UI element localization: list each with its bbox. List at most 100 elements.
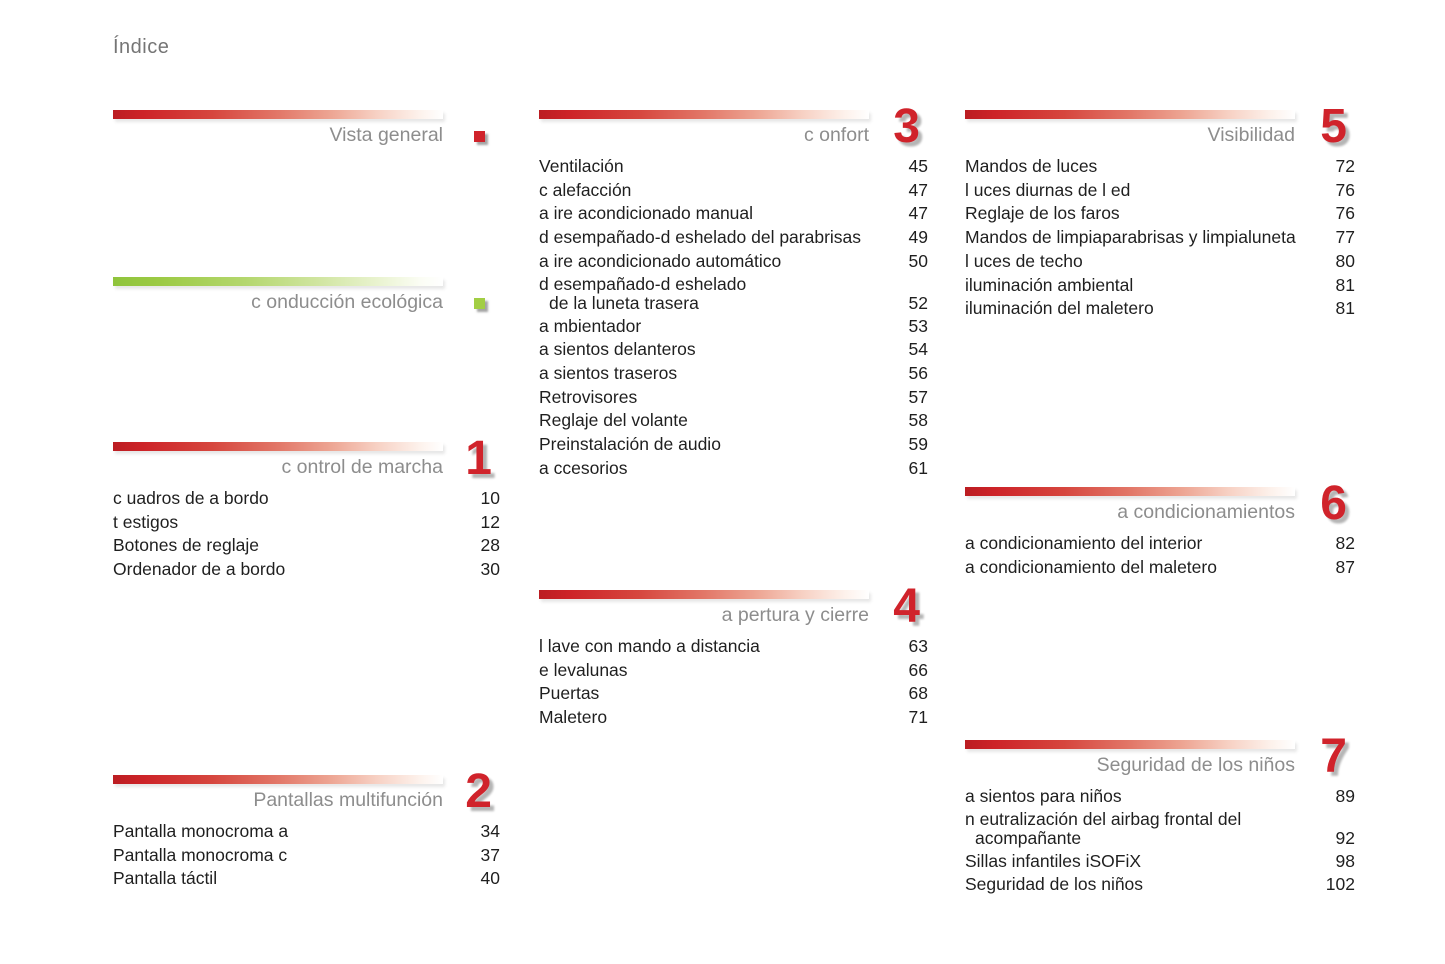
toc-entry-page: 53 (908, 315, 928, 336)
toc-entry: a sientos delanteros 54 (539, 338, 928, 362)
toc-entry-label: Ventilación (539, 156, 624, 176)
toc-entry-label: Botones de reglaje (113, 535, 259, 556)
toc-entry-page: 34 (480, 821, 500, 841)
toc-entry-label: d esempañado-d eshelado del parabrisas (539, 227, 862, 248)
toc-entry-page: 81 (1335, 298, 1355, 319)
toc-entry-label: Reglaje del volante (539, 410, 688, 431)
toc-entry-label: iluminación ambiental (965, 274, 1134, 295)
toc-entry-page: 76 (1335, 203, 1355, 224)
toc-entry-label: d esempañado-d eshelado de la luneta tras… (539, 273, 747, 314)
section-number: 5 (1320, 100, 1347, 153)
toc-entry-page: 66 (908, 659, 928, 680)
toc-entry: Reglaje de los faros 76 (965, 202, 1355, 226)
section-title: c onducción ecológica (251, 291, 443, 313)
toc-entry: Pantalla monocroma c 37 (113, 844, 500, 868)
toc-entry-label: Puertas (539, 683, 600, 704)
toc-entry: a ire acondicionado automático 50 (539, 250, 928, 274)
section-title: Visibilidad (1207, 124, 1295, 146)
section-visibilidad: Visibilidad 5 Mandos de luces 72 l uces di… (965, 103, 1355, 321)
toc-entry-label: l uces de techo (965, 250, 1083, 271)
section-title: a condicionamientos (1117, 501, 1295, 523)
toc-entry: iluminación ambiental 81 (965, 274, 1355, 298)
toc-entry-label: iluminación del maletero (965, 298, 1154, 319)
toc-entry-label: Preinstalación de audio (539, 434, 721, 455)
section-entries: Pantalla monocroma a 34 Pantalla monocroma… (113, 820, 500, 891)
toc-entry: Sillas infantiles iSOFiX 98 (965, 850, 1355, 874)
toc-entry-label: e levalunas (539, 659, 628, 680)
toc-entry: Seguridad de los niños 102 (965, 873, 1355, 897)
toc-entry-page: 47 (908, 203, 928, 224)
section-pantallas-multifuncion: Pantallas multifunción 2 Pantalla monocr… (113, 768, 500, 891)
toc-entry: e levalunas 66 (539, 659, 928, 683)
toc-entry: Preinstalación de audio 59 (539, 433, 928, 457)
toc-entry-label: a ire acondicionado automático (539, 250, 782, 271)
toc-entry: Reglaje del volante 58 (539, 409, 928, 433)
toc-entry-page: 50 (908, 250, 928, 271)
section-acondicionamientos: a condicionamientos 6 a condicionamiento… (965, 480, 1355, 579)
toc-entry-label: l uces diurnas de l ed (965, 179, 1131, 200)
toc-entry-page: 102 (1325, 874, 1355, 895)
toc-entry: a sientos para niños 89 (965, 785, 1355, 809)
section-control-de-marcha: c ontrol de marcha 1 c uadros de a bordo… (113, 435, 500, 582)
toc-entry-page: 77 (1335, 227, 1355, 248)
section-entries: a condicionamiento del interior 82 a condi… (965, 532, 1355, 579)
section-title: Seguridad de los niños (1096, 754, 1295, 776)
section-entries: a sientos para niños 89 n eutralización de… (965, 785, 1355, 897)
toc-entry-label: Reglaje de los faros (965, 203, 1120, 224)
toc-entry-label: Retrovisores (539, 386, 638, 407)
toc-entry-page: 98 (1335, 850, 1355, 871)
toc-entry: Pantalla táctil 40 (113, 867, 500, 891)
toc-entry: l uces de techo 80 (965, 250, 1355, 274)
section-number: 7 (1320, 730, 1347, 783)
page-title: Índice (113, 36, 170, 58)
toc-entry-page: 59 (908, 434, 928, 455)
toc-entry-page: 28 (480, 535, 500, 556)
toc-entry: Puertas 68 (539, 682, 928, 706)
toc-entry-page: 40 (480, 868, 500, 889)
toc-entry-label: a mbientador (539, 315, 642, 336)
toc-entry: a sientos traseros 56 (539, 362, 928, 386)
toc-entry: Retrovisores 57 (539, 386, 928, 410)
toc-entry-label: a sientos traseros (539, 362, 678, 383)
toc-entry-page: 87 (1335, 556, 1355, 577)
toc-entry-page: 61 (908, 457, 928, 478)
section-number: 4 (893, 580, 920, 633)
toc-entry: Mandos de luces 72 (965, 155, 1355, 179)
toc-entry-label: Mandos de limpiaparabrisas y limpialunet… (965, 227, 1296, 248)
toc-entry-page: 54 (908, 339, 928, 360)
toc-entry: Ordenador de a bordo 30 (113, 558, 500, 582)
section-title: c ontrol de marcha (281, 456, 444, 478)
section-confort: c onfort 3 Ventilación 45 c alefacción 47 a … (539, 103, 928, 480)
toc-entry: c uadros de a bordo 10 (113, 487, 500, 511)
section-number: 3 (893, 100, 920, 153)
section-conduccion-ecologica: c onducción ecológica (113, 277, 500, 314)
toc-entry-label: Pantalla monocroma c (113, 844, 288, 865)
section-vista-general: Vista general (113, 110, 500, 147)
section-marker-square-icon (474, 298, 485, 309)
toc-entry-page: 89 (1335, 786, 1355, 806)
toc-entry: Maletero 71 (539, 706, 928, 730)
toc-entry-page: 37 (480, 844, 500, 865)
toc-entry-page: 80 (1335, 250, 1355, 271)
toc-entry-page: 45 (908, 156, 928, 176)
section-title: Vista general (329, 124, 443, 146)
section-number: 2 (465, 765, 492, 818)
toc-entry: n eutralización del airbag frontal del ac… (965, 809, 1355, 850)
toc-entry: d esempañado-d eshelado del parabrisas 49 (539, 226, 928, 250)
toc-entry-page: 47 (908, 179, 928, 200)
toc-entry: d esempañado-d eshelado de la luneta tras… (539, 274, 928, 315)
section-gradient-bar (113, 277, 443, 286)
toc-entry-page: 56 (908, 362, 928, 383)
toc-entry-label: Maletero (539, 707, 608, 728)
section-entries: Mandos de luces 72 l uces diurnas de l ed 7… (965, 155, 1355, 321)
section-entries: l lave con mando a distancia 63 e levaluna… (539, 635, 928, 730)
section-gradient-bar (539, 590, 869, 599)
toc-entry-page: 76 (1335, 179, 1355, 200)
toc-entry-label: a condicionamiento del interior (965, 533, 1203, 553)
section-seguridad-ninos: Seguridad de los niños 7 a sientos para … (965, 733, 1355, 897)
section-gradient-bar (965, 487, 1295, 496)
toc-column-right: Visibilidad 5 Mandos de luces 72 l uces di… (965, 0, 1355, 964)
toc-entry-label: a ire acondicionado manual (539, 203, 754, 224)
toc-entry-page: 10 (480, 488, 500, 508)
